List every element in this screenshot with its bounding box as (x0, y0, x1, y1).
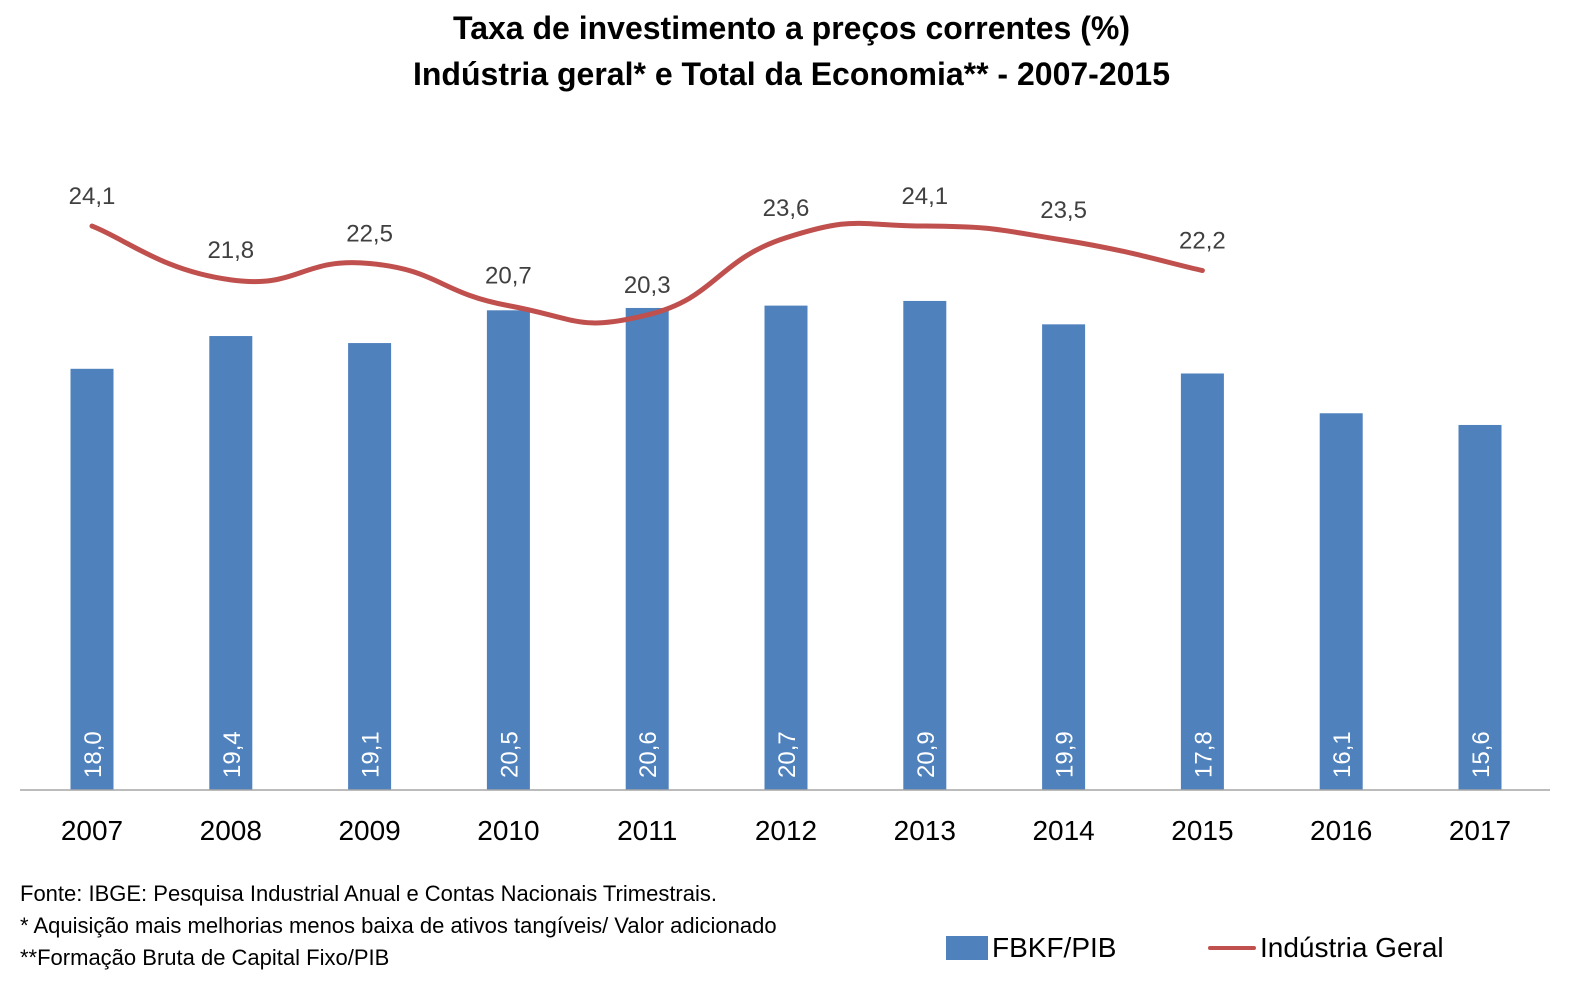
line-label-2008: 21,8 (207, 237, 254, 264)
bar-2010 (486, 310, 530, 790)
footnote-1: * Aquisição mais melhorias menos baixa d… (20, 913, 777, 938)
x-tick-2012: 2012 (755, 815, 817, 846)
bar-label-2011: 20,6 (635, 731, 662, 778)
bar-2012 (764, 305, 808, 790)
legend-label-industria-geral: Indústria Geral (1260, 932, 1444, 963)
bar-label-2009: 19,1 (358, 731, 385, 778)
bar-label-2010: 20,5 (496, 731, 523, 778)
x-tick-2015: 2015 (1171, 815, 1233, 846)
x-tick-2013: 2013 (894, 815, 956, 846)
line-label-2014: 23,5 (1040, 197, 1087, 224)
line-label-2009: 22,5 (346, 221, 393, 248)
chart-title: Taxa de investimento a preços correntes … (453, 10, 1130, 46)
legend-item-fbkf-pib: FBKF/PIB (946, 930, 1116, 966)
chart-subtitle: Indústria geral* e Total da Economia** -… (412, 56, 1170, 92)
footnote-2: **Formação Bruta de Capital Fixo/PIB (20, 945, 390, 970)
x-tick-2017: 2017 (1449, 815, 1511, 846)
x-axis-tick-labels: 2007 2008 2009 2010 2011 2012 2013 2014 2015 2016… (61, 815, 1511, 846)
legend-item-industria-geral: Indústria Geral (1208, 930, 1444, 966)
bar-label-2013: 20,9 (913, 731, 940, 778)
line-label-2013: 24,1 (901, 183, 948, 210)
bar-2014 (1042, 324, 1086, 790)
bar-label-2016: 16,1 (1329, 731, 1356, 778)
line-data-labels: 24,1 21,8 22,5 20,7 20,3 23,6 24,1 23,5 22,2 (69, 183, 1226, 299)
line-label-2007: 24,1 (69, 183, 116, 210)
legend-swatch-line (1208, 946, 1256, 950)
x-tick-2007: 2007 (61, 815, 123, 846)
x-tick-2009: 2009 (338, 815, 400, 846)
bar-2017 (1458, 424, 1502, 790)
line-series-industria-geral (89, 220, 1205, 326)
bar-2015 (1180, 373, 1224, 790)
legend-swatch-bar (946, 936, 988, 960)
line-label-2010: 20,7 (485, 263, 532, 290)
bar-2007 (70, 368, 114, 790)
bar-label-2012: 20,7 (774, 731, 801, 778)
bar-label-2015: 17,8 (1190, 731, 1217, 778)
bar-label-2014: 19,9 (1052, 731, 1079, 778)
x-tick-2008: 2008 (200, 815, 262, 846)
legend-label-fbkf-pib: FBKF/PIB (992, 932, 1117, 963)
bar-data-labels: 18,0 19,4 19,1 20,5 20,6 20,7 20,9 19,9 17,8 16,1… (80, 731, 1495, 778)
bar-label-2017: 15,6 (1468, 731, 1495, 778)
bar-label-2008: 19,4 (219, 731, 246, 778)
line-label-2015: 22,2 (1179, 228, 1226, 255)
x-tick-2011: 2011 (617, 815, 677, 846)
source-note: Fonte: IBGE: Pesquisa Industrial Anual e… (20, 881, 717, 906)
x-tick-2010: 2010 (477, 815, 539, 846)
bar-2009 (348, 343, 392, 790)
x-tick-2014: 2014 (1032, 815, 1094, 846)
line-label-2011: 20,3 (624, 272, 671, 299)
line-label-2012: 23,6 (763, 195, 810, 222)
bar-2016 (1319, 413, 1363, 790)
bar-label-2007: 18,0 (80, 731, 107, 778)
bar-2013 (903, 300, 947, 790)
bar-series (70, 300, 1502, 790)
bar-2008 (209, 336, 253, 790)
x-tick-2016: 2016 (1310, 815, 1372, 846)
bar-2011 (625, 307, 669, 790)
